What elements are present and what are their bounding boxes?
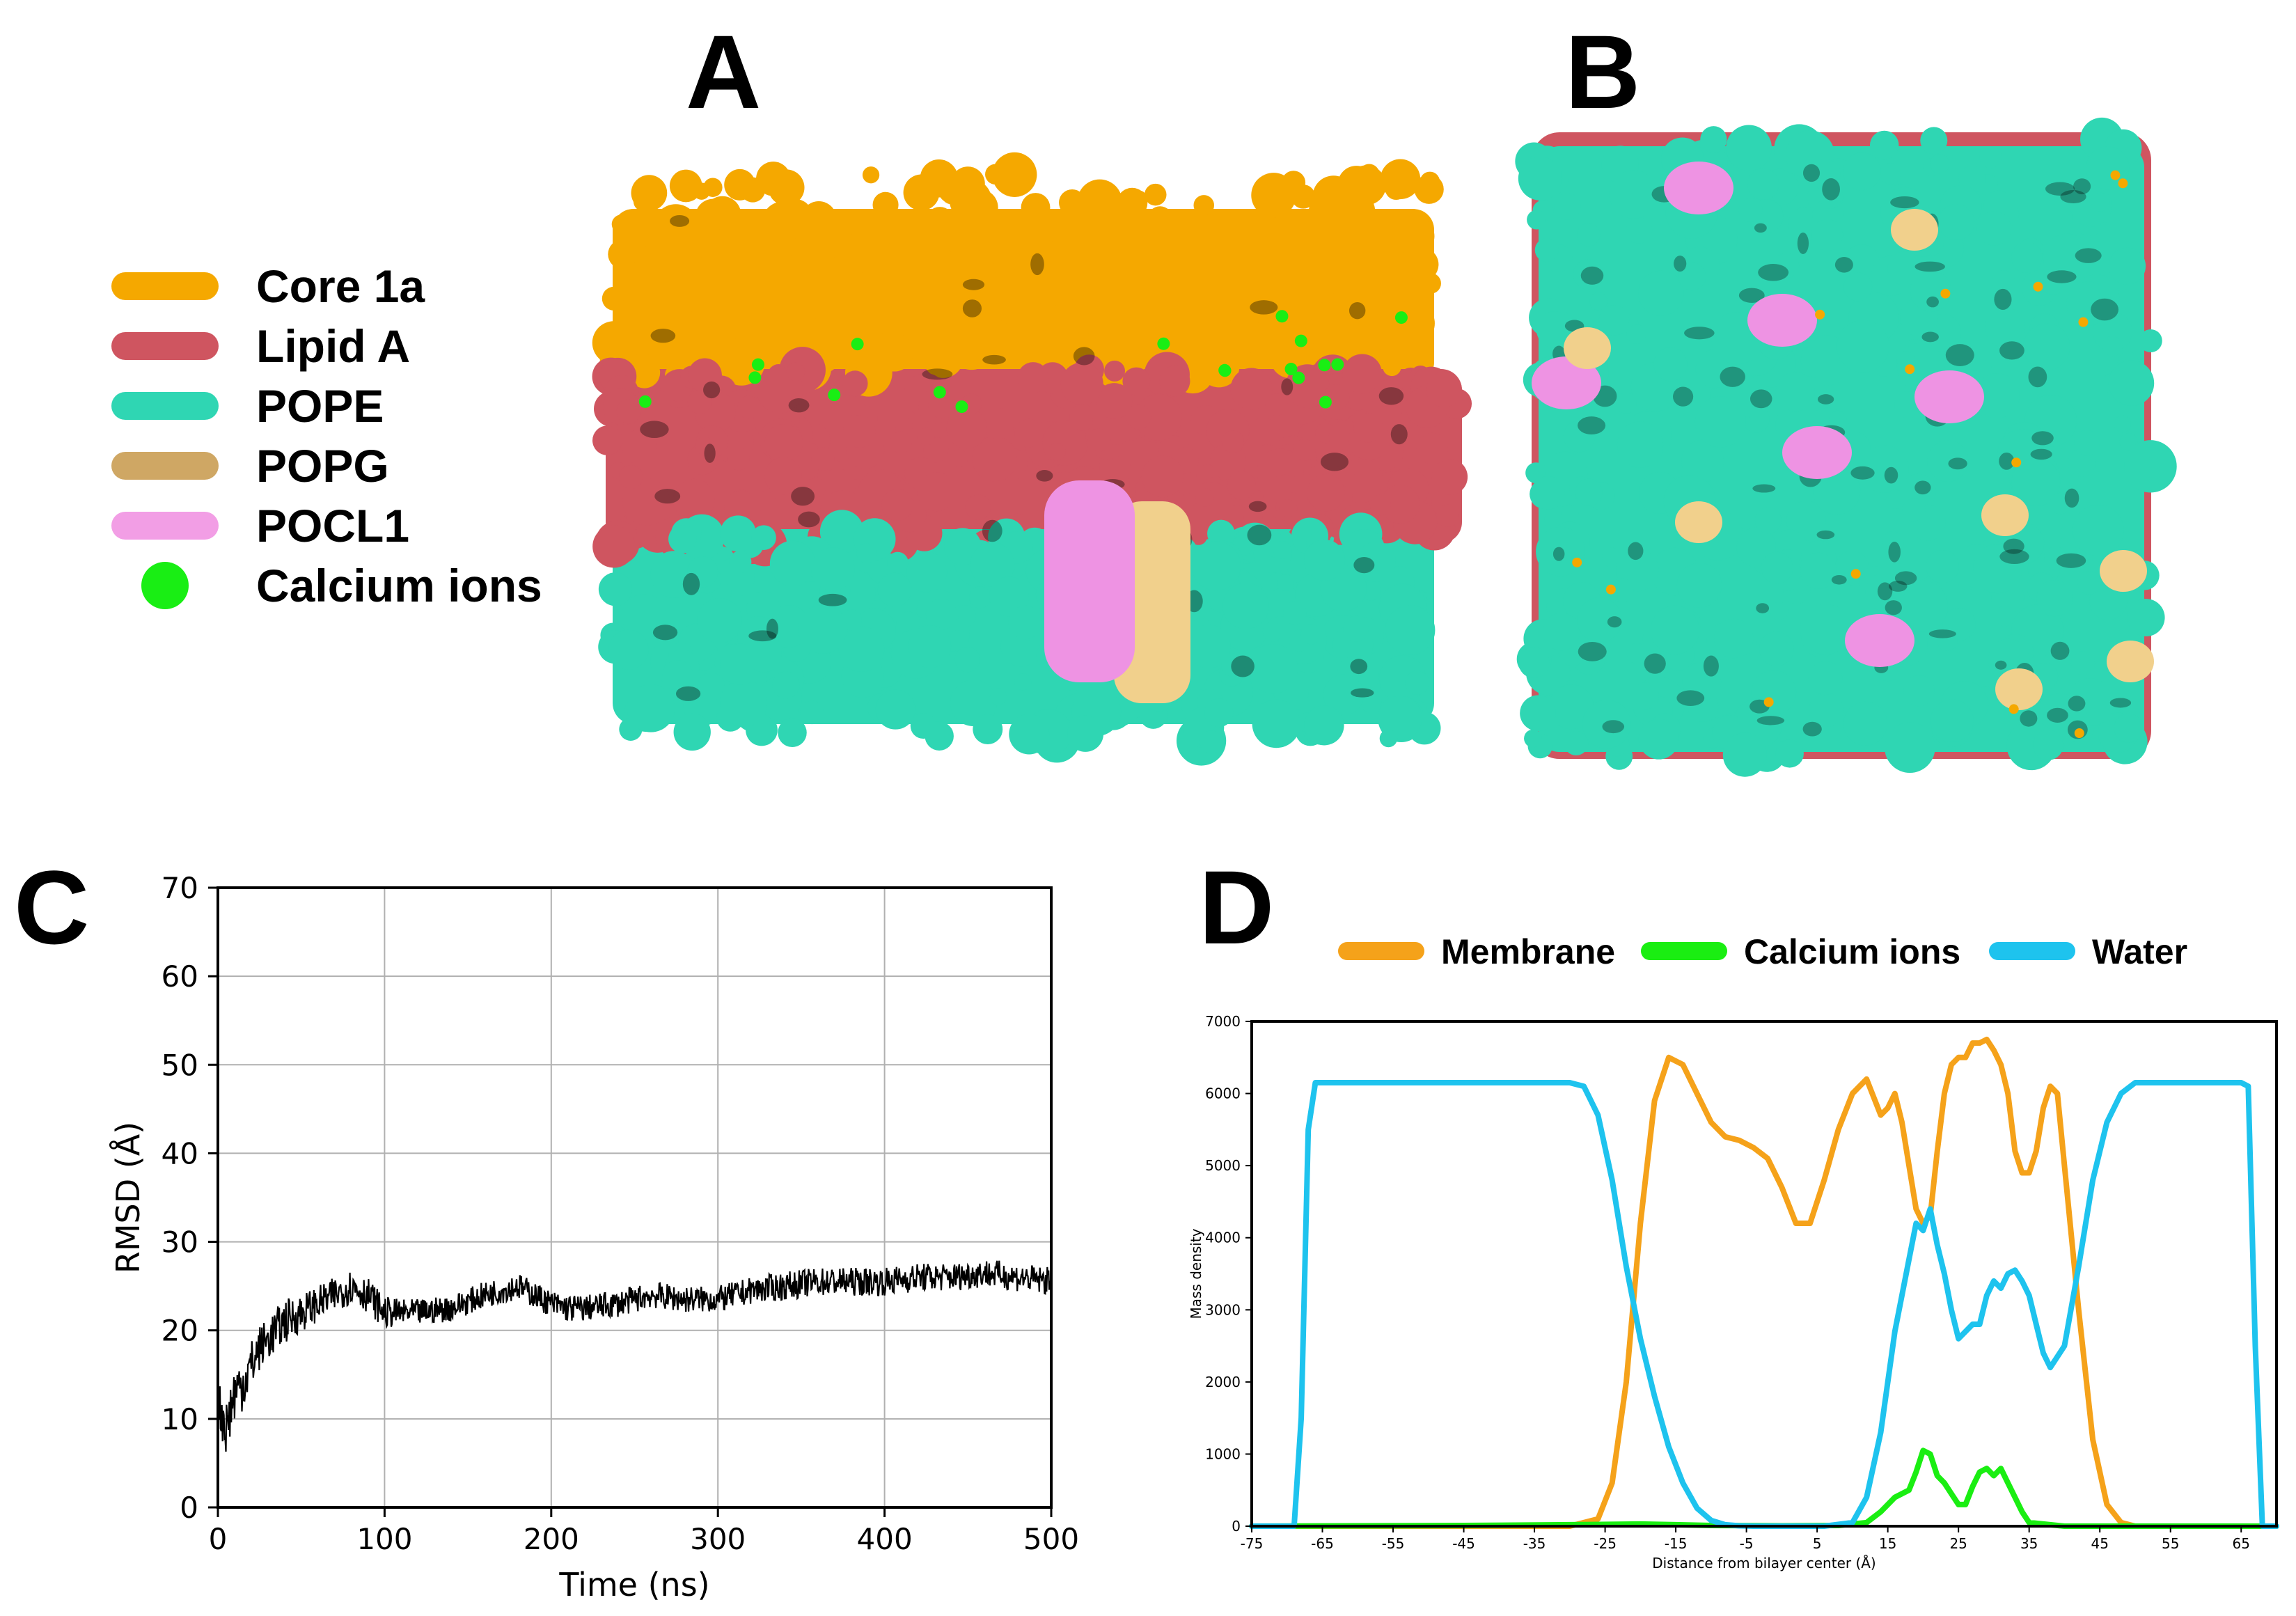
x-tick-label: -35 xyxy=(1523,1535,1546,1552)
y-tick-label: 50 xyxy=(162,1048,198,1082)
y-tick-label: 4000 xyxy=(1205,1230,1241,1246)
legend-label: POPG xyxy=(256,440,389,492)
x-tick-label: -65 xyxy=(1311,1535,1334,1552)
series-line-calcium-ions xyxy=(1249,1448,2279,1529)
x-tick-label: -5 xyxy=(1740,1535,1754,1552)
x-tick-label: 55 xyxy=(2162,1535,2179,1552)
legend-label: Calcium ions xyxy=(1744,932,1960,971)
x-tick-label: 500 xyxy=(1023,1522,1079,1556)
legend-label: Core 1a xyxy=(256,260,425,312)
x-tick-label: 15 xyxy=(1879,1535,1896,1552)
y-tick-label: 7000 xyxy=(1205,1013,1241,1030)
y-tick-label: 40 xyxy=(162,1136,198,1170)
y-tick-label: 3000 xyxy=(1205,1301,1241,1318)
legend-label: Calcium ions xyxy=(256,560,542,611)
legend-item: Core 1a xyxy=(111,256,542,316)
legend-label: POPE xyxy=(256,380,384,432)
y-tick-label: 6000 xyxy=(1205,1085,1241,1102)
y-tick-label: 0 xyxy=(1232,1518,1241,1535)
plot-frame xyxy=(1250,1020,2278,1528)
x-tick-label: 200 xyxy=(524,1522,579,1556)
x-axis-label: Time (ns) xyxy=(558,1566,709,1603)
y-tick-label: 5000 xyxy=(1205,1157,1241,1174)
rmsd-series-line xyxy=(217,1260,1053,1452)
y-axis-label: Mass density xyxy=(1188,1228,1204,1319)
series-line-water xyxy=(1249,1080,2279,1529)
plot-frame xyxy=(217,886,1053,1509)
legend-swatch xyxy=(111,272,219,300)
legend-swatch xyxy=(111,512,219,540)
x-axis-label: Distance from bilayer center (Å) xyxy=(1652,1555,1876,1571)
x-tick-label: -55 xyxy=(1382,1535,1405,1552)
y-tick-label: 2000 xyxy=(1205,1374,1241,1390)
legend-label: Water xyxy=(2092,932,2187,971)
x-tick-label: -45 xyxy=(1452,1535,1475,1552)
legend-item: POPE xyxy=(111,376,542,436)
y-tick-label: 0 xyxy=(180,1491,198,1525)
y-axis-label: RMSD (Å) xyxy=(109,1122,147,1273)
x-tick-label: 45 xyxy=(2091,1535,2108,1552)
legend-dot xyxy=(141,562,189,609)
x-tick-label: 300 xyxy=(690,1522,746,1556)
panel-label-c: C xyxy=(14,849,90,966)
panel-label-b: B xyxy=(1565,13,1641,130)
y-tick-label: 10 xyxy=(162,1402,198,1436)
x-tick-label: 400 xyxy=(857,1522,913,1556)
legend-swatch xyxy=(111,452,219,480)
x-tick-label: 0 xyxy=(209,1522,228,1556)
x-tick-label: 5 xyxy=(1813,1535,1822,1552)
legend-swatch xyxy=(111,392,219,420)
y-tick-label: 20 xyxy=(162,1314,198,1348)
x-tick-label: 25 xyxy=(1949,1535,1967,1552)
y-tick-label: 60 xyxy=(162,959,198,994)
x-tick-label: -75 xyxy=(1241,1535,1264,1552)
x-tick-label: -15 xyxy=(1665,1535,1688,1552)
x-tick-label: 65 xyxy=(2233,1535,2250,1552)
series-line-membrane xyxy=(1249,1036,2279,1529)
panel-label-a: A xyxy=(686,13,762,130)
y-tick-label: 1000 xyxy=(1205,1445,1241,1462)
legend-item: Lipid A xyxy=(111,316,542,376)
legend-item: POCL1 xyxy=(111,496,542,556)
legend-label: POCL1 xyxy=(256,500,410,551)
legend-item: Calcium ions xyxy=(111,556,542,615)
legend-label: Membrane xyxy=(1441,932,1615,971)
x-tick-label: 100 xyxy=(356,1522,412,1556)
panel-label-d: D xyxy=(1199,849,1275,966)
y-tick-label: 30 xyxy=(162,1225,198,1260)
legend-swatch xyxy=(111,332,219,360)
x-tick-label: -25 xyxy=(1594,1535,1617,1552)
molecule-legend: Core 1a Lipid A POPE POPG POCL1 Calcium ions xyxy=(111,256,542,615)
y-tick-label: 70 xyxy=(162,871,198,905)
legend-item: POPG xyxy=(111,436,542,496)
legend-label: Lipid A xyxy=(256,320,411,372)
x-tick-label: 35 xyxy=(2020,1535,2038,1552)
